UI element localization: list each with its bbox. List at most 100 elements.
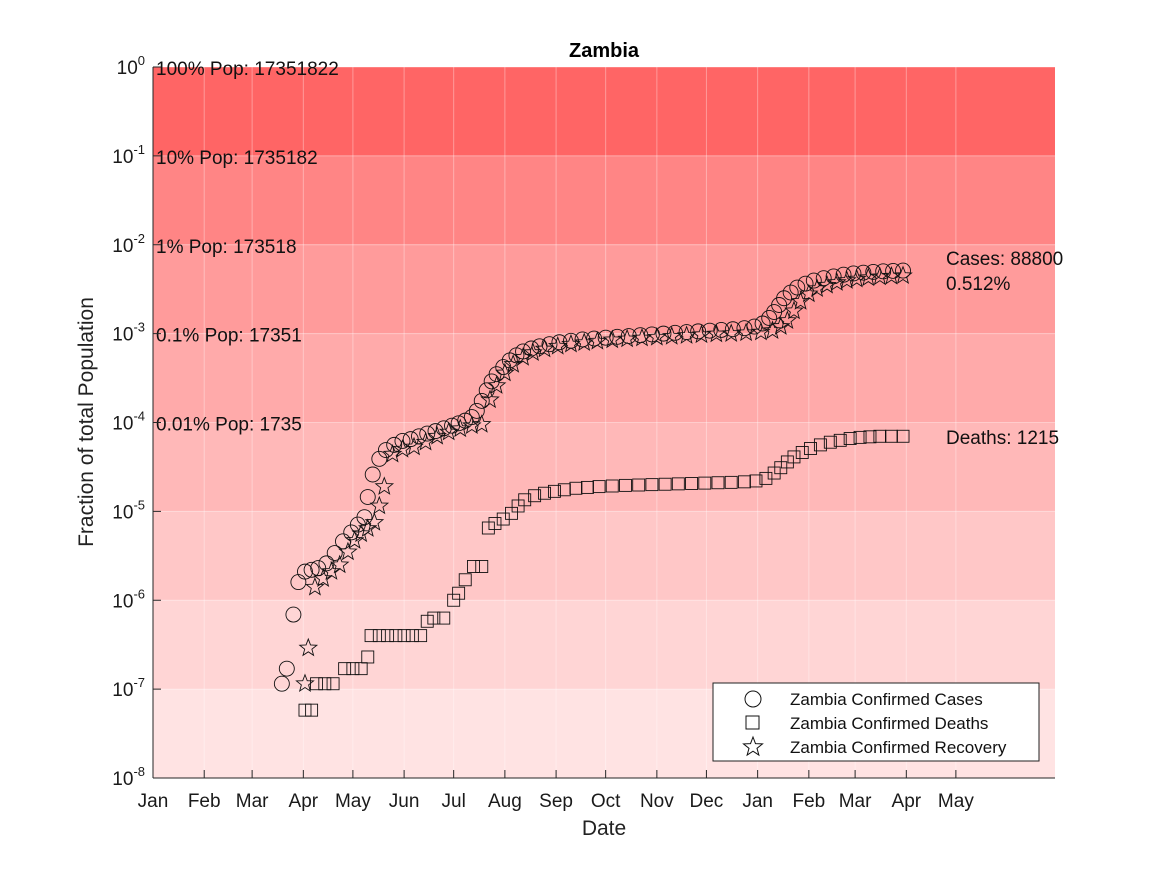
deaths-point [804, 442, 817, 455]
deaths-point [361, 650, 375, 664]
recovery-point [321, 561, 342, 580]
recovery-point [827, 272, 847, 291]
x-tick-label: May [335, 791, 371, 812]
recovery-point [617, 328, 637, 348]
series-square [298, 429, 910, 717]
recovery-point [480, 389, 500, 409]
deaths-point [605, 479, 619, 493]
population-bands [153, 67, 1055, 778]
x-tick-label: Jun [389, 791, 420, 812]
data-series [273, 262, 913, 717]
deaths-point [780, 455, 794, 469]
x-tick-label: Jan [138, 791, 169, 812]
cases-point [285, 606, 302, 623]
deaths-point [767, 466, 781, 480]
cases-point [318, 555, 335, 572]
population-band-5 [153, 244, 1055, 334]
x-tick-label: Dec [690, 791, 724, 812]
population-band-4 [153, 333, 1055, 423]
y-axis-title: Fraction of total Population [75, 297, 98, 547]
recovery-point [807, 278, 827, 298]
legend-deaths-label: Zambia Confirmed Deaths [790, 714, 988, 733]
legend: Zambia Confirmed Cases Zambia Confirmed … [712, 682, 1040, 762]
x-tick-label: Nov [640, 791, 674, 812]
cases-point [435, 420, 452, 437]
deaths-point [813, 438, 827, 452]
recovery-point [837, 270, 857, 289]
axes [152, 66, 1055, 779]
x-tick-label: Aug [488, 791, 522, 812]
deaths-point [467, 560, 480, 573]
cases-point [724, 321, 741, 338]
cases-point [875, 263, 892, 280]
recovery-point [817, 274, 837, 294]
x-axis-title: Date [582, 817, 626, 840]
cases-point [805, 272, 822, 289]
recovery-point [870, 266, 890, 286]
deaths-point [437, 611, 451, 625]
tick-labels: Jan Feb Mar Apr May Jun Jul Aug Sep Oct Nov Dec Jan F… [112, 53, 974, 812]
recovery-point [369, 495, 390, 515]
deaths-point [305, 703, 319, 717]
cases-point [761, 310, 778, 326]
recovery-point [881, 265, 902, 285]
y-tick-label: 10-2 [112, 231, 145, 257]
cases-point [473, 392, 490, 409]
chart-title: Zambia [569, 40, 640, 62]
population-label: 10% Pop: 1735182 [156, 148, 318, 169]
cases-point [450, 415, 467, 432]
deaths-point [326, 677, 340, 691]
deaths-point [427, 611, 441, 625]
cases-point [478, 382, 495, 399]
recovery-point [751, 321, 771, 341]
deaths-point [833, 433, 847, 447]
deaths-point [853, 430, 867, 444]
deaths-point [658, 477, 672, 491]
cases-point [364, 466, 381, 483]
recovery-point [374, 476, 395, 495]
cases-point [371, 450, 388, 467]
cases-point [468, 402, 485, 419]
deaths-point [823, 435, 837, 449]
recovery-point [495, 362, 515, 382]
deaths-point [298, 703, 312, 717]
x-tick-label: Jul [442, 791, 466, 812]
cases-point [297, 563, 313, 580]
recovery-point [298, 637, 319, 657]
recovery-point [770, 316, 791, 335]
y-tick-label: 10-5 [112, 497, 145, 523]
recovery-point [329, 554, 350, 574]
deaths-point [795, 446, 809, 459]
y-tick-label: 10-6 [112, 586, 145, 612]
recovery-point [392, 438, 413, 458]
cases-point [356, 509, 373, 526]
deaths-point [458, 573, 472, 587]
y-tick-label: 10-1 [112, 142, 145, 168]
cases-point [278, 660, 295, 677]
recovery-point [313, 568, 333, 587]
deaths-point [538, 486, 551, 500]
cases-point [515, 343, 532, 360]
recovery-point [364, 512, 385, 531]
cases-point [303, 561, 320, 578]
recovery-point [503, 354, 523, 373]
deaths-point [481, 521, 495, 535]
deaths-point [787, 450, 801, 464]
deaths-point [372, 629, 386, 643]
recovery-point [647, 326, 667, 346]
recovery-point [462, 415, 482, 435]
legend-deaths-marker [745, 715, 760, 730]
cases-point [501, 352, 518, 369]
cases-point [701, 322, 718, 339]
recovery-point [846, 268, 867, 288]
recovery-point [691, 324, 712, 344]
population-label: 0.01% Pop: 1735 [156, 415, 302, 436]
recovery-point [351, 523, 371, 543]
x-tick-label: Feb [792, 791, 825, 812]
population-label: 1% Pop: 173518 [156, 237, 297, 258]
deaths-point [346, 662, 360, 676]
recovery-point [661, 326, 682, 345]
cases-point [895, 262, 911, 279]
deaths-point [896, 429, 910, 443]
x-tick-label: Oct [591, 791, 621, 812]
